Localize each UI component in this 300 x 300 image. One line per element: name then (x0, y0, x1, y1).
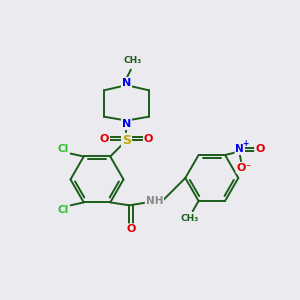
Text: S: S (122, 134, 131, 147)
Text: O: O (255, 144, 265, 154)
Text: O: O (237, 163, 246, 173)
Text: NH: NH (146, 196, 163, 206)
Text: N: N (122, 119, 131, 129)
Text: CH₃: CH₃ (181, 214, 199, 223)
Text: Cl: Cl (58, 205, 69, 215)
Text: O: O (144, 134, 153, 144)
Text: O: O (127, 224, 136, 235)
Text: ⁻: ⁻ (245, 163, 250, 173)
Text: +: + (242, 139, 248, 148)
Text: N: N (122, 78, 131, 88)
Text: CH₃: CH₃ (123, 56, 142, 65)
Text: N: N (236, 144, 244, 154)
Text: Cl: Cl (58, 144, 69, 154)
Text: O: O (100, 134, 109, 144)
